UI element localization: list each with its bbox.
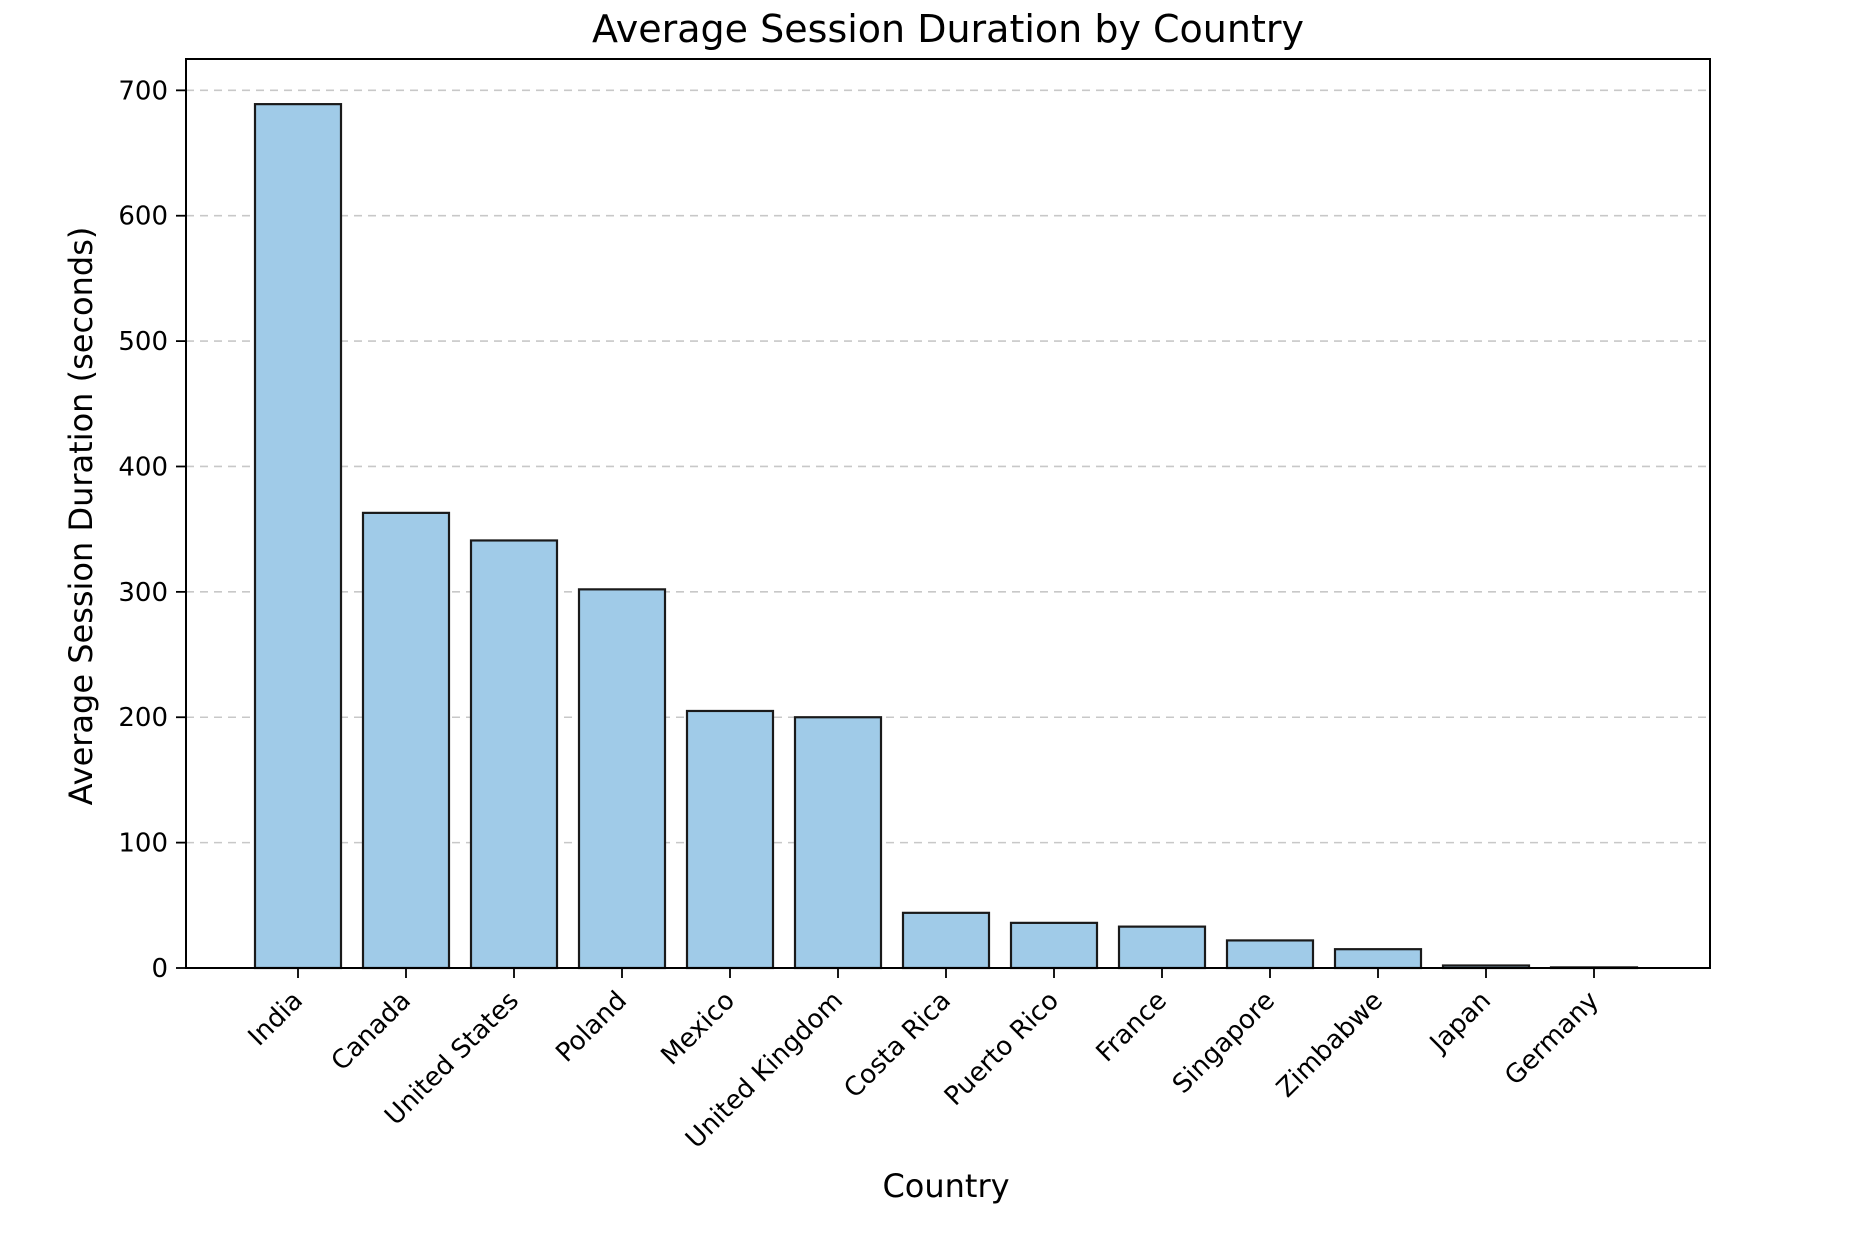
y-tick-label: 400 (118, 452, 168, 482)
bar-singapore (1225, 939, 1315, 970)
x-tick-label: Costa Rica (838, 986, 956, 1104)
x-tick-label: Puerto Rico (939, 986, 1065, 1112)
bar-united-kingdom (793, 716, 883, 970)
x-tick-label: Poland (550, 986, 633, 1069)
y-axis-label: Average Session Duration (seconds) (62, 227, 100, 806)
x-tick-label: Canada (326, 986, 417, 1077)
x-axis-label: Country (882, 1167, 1009, 1205)
y-tick-label: 600 (118, 202, 168, 232)
bar-canada (361, 511, 451, 970)
bar-united-states (469, 539, 559, 970)
bar-costa-rica (901, 911, 991, 970)
x-tick-label: India (243, 986, 309, 1052)
bar-france (1117, 925, 1207, 970)
bar-zimbabwe (1333, 948, 1423, 970)
y-tick-label: 200 (118, 703, 168, 733)
bar-india (253, 103, 343, 970)
x-tick-label: Singapore (1167, 986, 1281, 1100)
y-tick-label: 0 (151, 954, 168, 984)
bar-poland (577, 588, 667, 970)
x-tick-label: Zimbabwe (1271, 986, 1389, 1104)
y-tick-label: 100 (118, 829, 168, 859)
y-tick-label: 300 (118, 578, 168, 608)
bar-puerto-rico (1009, 921, 1099, 970)
x-tick-label: Japan (1423, 986, 1497, 1060)
plot-frame (185, 58, 1711, 969)
y-tick-label: 700 (118, 76, 168, 106)
chart-title: Average Session Duration by Country (592, 7, 1304, 51)
y-tick-label: 500 (118, 327, 168, 357)
bars (253, 103, 1639, 970)
y-axis: 0 100 200 300 400 500 600 700 (118, 76, 186, 984)
x-tick-label: France (1091, 986, 1173, 1068)
bar-mexico (685, 709, 775, 970)
x-tick-label: Germany (1499, 986, 1605, 1092)
x-tick-label: Mexico (656, 986, 741, 1071)
